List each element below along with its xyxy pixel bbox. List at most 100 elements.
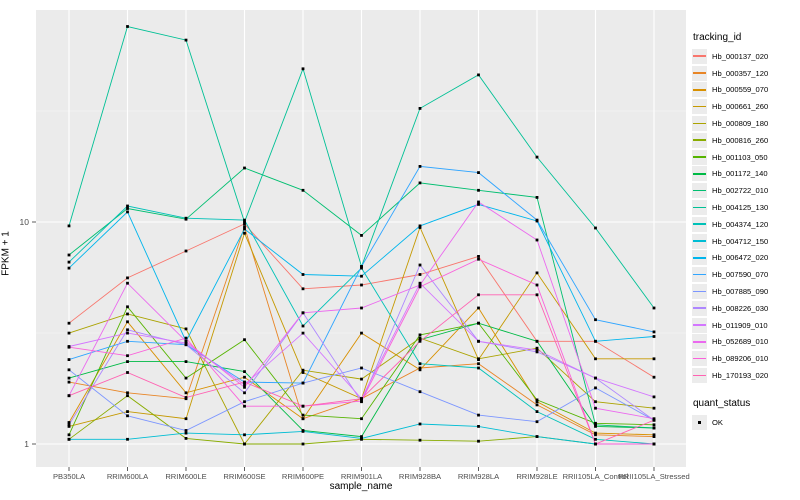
data-point [126, 305, 129, 309]
legend: tracking_id Hb_000137_020 Hb_000357_120 Hb… [692, 32, 798, 431]
data-point [418, 263, 422, 267]
data-point [535, 435, 539, 438]
legend-key-point [698, 420, 701, 424]
data-point [67, 433, 71, 437]
data-point [243, 338, 246, 342]
data-point [301, 311, 305, 315]
data-point [243, 231, 246, 235]
legend-quant-items: OK [692, 414, 798, 431]
data-point [652, 306, 656, 310]
data-point [418, 438, 422, 442]
legend-key-line [693, 105, 706, 108]
data-point [477, 73, 480, 77]
data-point [418, 338, 422, 342]
data-point [594, 433, 597, 437]
data-point [301, 331, 305, 335]
data-point [652, 442, 656, 446]
data-point [67, 358, 71, 361]
data-point [418, 181, 422, 185]
legend-key-swatch [692, 284, 707, 300]
legend-key-line [693, 290, 706, 293]
data-point [67, 224, 71, 228]
legend-item-label: Hb_006472_020 [712, 253, 769, 263]
legend-item-label: Hb_002722_010 [712, 186, 769, 196]
data-point [184, 437, 188, 440]
legend-key-line [693, 88, 706, 91]
data-point [184, 336, 188, 340]
data-point [477, 366, 480, 370]
data-point [243, 222, 246, 226]
data-point [594, 339, 597, 343]
data-point [652, 330, 656, 334]
data-point [301, 404, 305, 408]
data-point [184, 339, 188, 343]
data-point [594, 431, 597, 435]
data-point [418, 281, 422, 285]
legend-key-line [693, 307, 706, 309]
data-point [67, 380, 71, 384]
data-point [477, 200, 480, 204]
data-point [184, 376, 188, 380]
data-point [594, 226, 597, 230]
legend-key-swatch [692, 183, 707, 199]
legend-key-line [693, 122, 706, 125]
data-point [360, 265, 363, 268]
data-point [184, 341, 188, 345]
data-point [184, 360, 188, 363]
legend-item-Hb_000809_180: Hb_000809_180 [692, 115, 798, 132]
data-point [594, 442, 597, 446]
x-tick-label: RRIM928BA [399, 472, 442, 481]
data-point [418, 368, 422, 372]
data-point [67, 423, 71, 427]
data-point [243, 433, 246, 437]
legend-item-Hb_000357_120: Hb_000357_120 [692, 65, 798, 82]
legend-key-swatch [692, 233, 707, 249]
data-point [126, 210, 129, 214]
legend-item-Hb_052689_010: Hb_052689_010 [692, 334, 798, 351]
legend-key-swatch [692, 414, 707, 430]
legend-item-label: Hb_000559_070 [712, 85, 769, 95]
data-point [360, 234, 363, 237]
legend-item-label: Hb_000816_260 [712, 135, 769, 145]
x-tick-label: RRIM928LA [458, 472, 500, 481]
legend-key-swatch [692, 317, 707, 333]
data-point [301, 188, 305, 192]
data-point [126, 410, 129, 413]
legend-item-Hb_007590_070: Hb_007590_070 [692, 266, 798, 283]
data-point [67, 437, 71, 441]
data-point [418, 226, 422, 229]
legend-item-label: Hb_001103_050 [712, 152, 768, 162]
data-point [67, 376, 71, 380]
data-point [126, 437, 129, 441]
data-point [243, 227, 246, 231]
data-point [67, 260, 71, 264]
legend-item-Hb_006472_020: Hb_006472_020 [692, 250, 798, 267]
y-tick-label: 1 [24, 439, 29, 449]
data-point [184, 417, 188, 421]
data-point [535, 271, 539, 275]
data-point [360, 399, 363, 403]
legend-item-label: Hb_089206_010 [712, 354, 769, 364]
data-point [477, 306, 480, 310]
x-tick-label: RRII105LA_Stressed [618, 472, 689, 481]
data-point [243, 385, 246, 389]
data-point [67, 253, 71, 257]
legend-key-line [693, 357, 706, 360]
data-point [126, 207, 129, 210]
data-point [418, 422, 422, 426]
data-point [477, 293, 480, 297]
data-point [243, 442, 246, 446]
x-tick-label: RRIM901LA [341, 472, 383, 481]
data-point [126, 312, 129, 316]
x-tick-label: RRII105LA_Control [563, 472, 629, 481]
legend-key-line [693, 72, 706, 74]
data-point [535, 348, 539, 352]
data-point [418, 285, 422, 289]
data-point [535, 218, 539, 222]
data-point [243, 400, 246, 404]
data-point [243, 218, 246, 222]
data-point [535, 400, 539, 404]
data-point [594, 406, 597, 410]
y-axis-title: FPKM + 1 [0, 231, 12, 276]
